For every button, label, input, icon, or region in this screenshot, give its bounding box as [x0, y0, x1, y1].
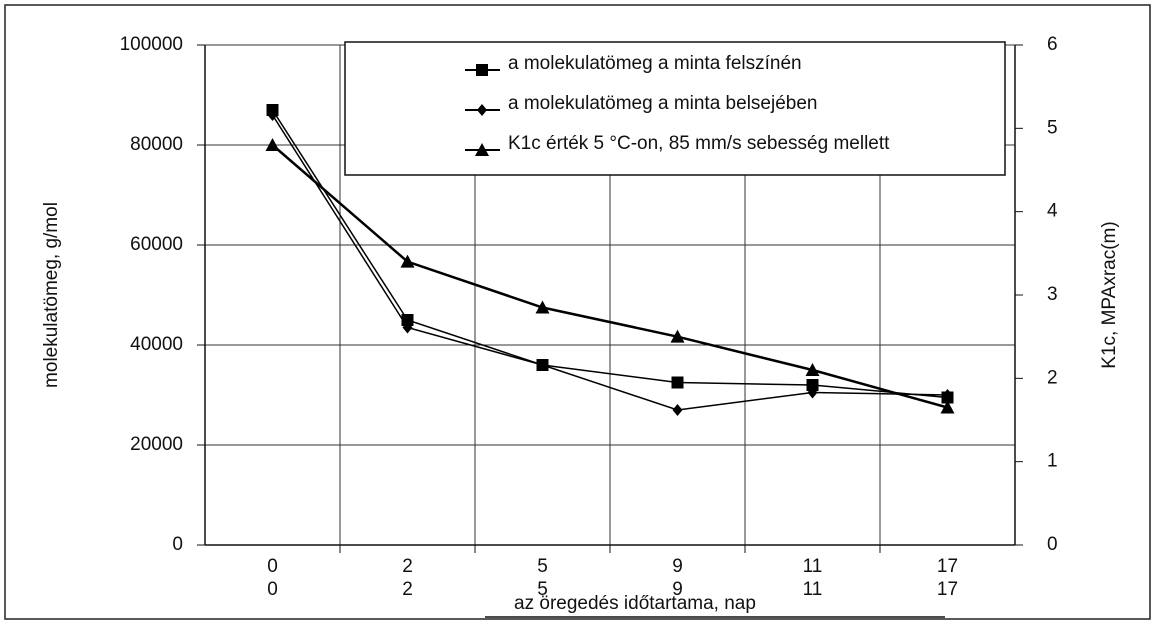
marker: [475, 143, 489, 156]
marker: [940, 400, 955, 414]
x-tick-label: 11: [803, 579, 823, 600]
marker: [537, 359, 548, 371]
y-axis-label: molekulatömeg, g/mol: [41, 202, 62, 388]
x-tick-label: 11: [803, 556, 823, 577]
y2-tick-label: 5: [1047, 117, 1058, 138]
y-tick-label: 20000: [130, 434, 183, 455]
x-tick-label: 2: [402, 556, 413, 577]
y2-tick-label: 1: [1047, 451, 1058, 472]
x-tick-label: 0: [267, 556, 278, 577]
marker: [267, 109, 278, 121]
marker: [805, 363, 820, 376]
marker: [942, 389, 953, 401]
legend-label: K1c érték 5 °C-on, 85 mm/s sebesség mell…: [508, 133, 890, 154]
x-tick-label: 17: [937, 579, 958, 600]
y-tick-label: 80000: [130, 134, 183, 155]
y-tick-label: 40000: [130, 334, 183, 355]
marker: [477, 104, 487, 116]
y-tick-label: 0: [172, 534, 183, 555]
y2-tick-label: 6: [1047, 34, 1058, 55]
marker: [535, 300, 550, 314]
x-tick-label: 5: [537, 556, 548, 577]
x-tick-label: 9: [672, 556, 683, 577]
marker: [400, 254, 415, 268]
marker: [806, 379, 819, 391]
marker: [670, 329, 685, 343]
y2-tick-label: 0: [1047, 534, 1058, 555]
x-tick-label: 9: [672, 579, 683, 600]
marker: [807, 386, 818, 399]
x-tick-label: 2: [402, 579, 413, 600]
x-tick-label: 0: [267, 579, 278, 600]
series-line: [271, 114, 948, 411]
y2-tick-label: 2: [1047, 367, 1058, 388]
x-tick-label: 5: [537, 579, 548, 600]
legend-label: a molekulatömeg a minta belsejében: [508, 93, 817, 114]
y-tick-label: 60000: [130, 234, 183, 255]
legend-box: [344, 41, 1006, 176]
y2-axis-label: K1c, MPAxrac(m): [1099, 221, 1120, 368]
y2-tick-label: 3: [1047, 284, 1058, 305]
y2-tick-label: 4: [1047, 201, 1058, 222]
marker: [476, 64, 488, 76]
marker: [672, 404, 683, 416]
series-line: [271, 109, 948, 399]
y-tick-label: 100000: [120, 34, 183, 55]
marker: [671, 376, 684, 389]
legend-label: a molekulatömeg a minta felszínén: [508, 53, 802, 74]
marker: [402, 321, 413, 334]
x-axis-label: az öregedés időtartama, nap: [514, 593, 756, 614]
series-line: [271, 144, 948, 409]
x-tick-label: 17: [937, 556, 958, 577]
marker: [265, 138, 280, 151]
